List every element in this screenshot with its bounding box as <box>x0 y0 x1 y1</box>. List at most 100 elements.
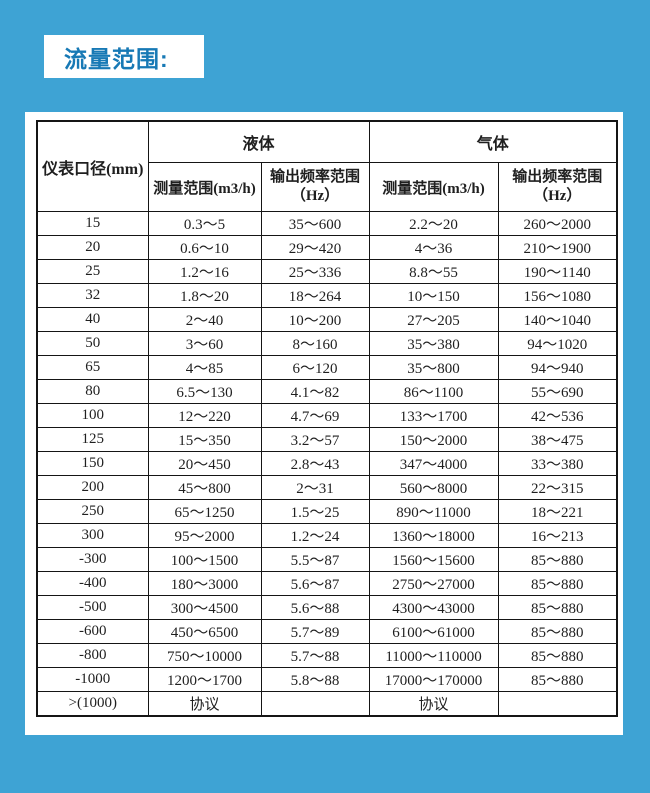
table-cell: 190～1140 <box>497 259 618 284</box>
table-cell: 4～85 <box>147 355 262 380</box>
table-cell: 2750～27000 <box>368 571 499 596</box>
table-cell: 1360～18000 <box>368 523 499 548</box>
table-cell: 5.6～87 <box>260 571 370 596</box>
table-cell: 85～880 <box>497 667 618 692</box>
table-cell: 85～880 <box>497 547 618 572</box>
table-header: 仪表口径(mm) 液体 气体 测量范围(m3/h) 输出频率范围 （Hz） 测量… <box>36 120 618 212</box>
table-cell: 12～220 <box>147 403 262 428</box>
table-cell <box>260 691 370 717</box>
flow-range-table: 仪表口径(mm) 液体 气体 测量范围(m3/h) 输出频率范围 （Hz） 测量… <box>36 120 619 717</box>
table-cell: 85～880 <box>497 643 618 668</box>
table-cell: 65～1250 <box>147 499 262 524</box>
table-cell: 5.7～89 <box>260 619 370 644</box>
table-cell: 4300～43000 <box>368 595 499 620</box>
table-cell <box>497 691 618 717</box>
table-body: 15 0.3～5 35～600 2.2～20 260～2000 20 0.6～10 29～42… <box>36 211 618 717</box>
table-cell: 11000～110000 <box>368 643 499 668</box>
table-cell: 140～1040 <box>497 307 618 332</box>
table-cell: 300～4500 <box>147 595 262 620</box>
table-row: 32 1.8～20 18～264 10～150 156～1080 <box>36 283 618 308</box>
table-cell: 150 <box>36 451 149 476</box>
header-gas-output-frequency-range: 输出频率范围 （Hz） <box>497 162 618 212</box>
table-cell: 2.8～43 <box>260 451 370 476</box>
table-row: -1000 1200～1700 5.8～88 17000～170000 85～880 <box>36 667 618 692</box>
table-cell: 750～10000 <box>147 643 262 668</box>
table-cell: 1560～15600 <box>368 547 499 572</box>
header-liquid-measure-range: 测量范围(m3/h) <box>147 162 262 212</box>
table-cell: 10～150 <box>368 283 499 308</box>
table-cell: 0.6～10 <box>147 235 262 260</box>
table-cell: 125 <box>36 427 149 452</box>
table-cell: 260～2000 <box>497 211 618 236</box>
table-cell: 300 <box>36 523 149 548</box>
table-cell: -600 <box>36 619 149 644</box>
table-cell: 3～60 <box>147 331 262 356</box>
page-title: 流量范围: <box>44 35 204 78</box>
table-cell: -300 <box>36 547 149 572</box>
header-group-liquid: 液体 <box>147 120 370 163</box>
table-cell: 347～4000 <box>368 451 499 476</box>
table-cell: 8～160 <box>260 331 370 356</box>
table-cell: 6100～61000 <box>368 619 499 644</box>
table-header-sub-row: 测量范围(m3/h) 输出频率范围 （Hz） 测量范围(m3/h) 输出频率范围… <box>37 162 618 212</box>
table-cell: 95～2000 <box>147 523 262 548</box>
table-cell: 55～690 <box>497 379 618 404</box>
table-cell: 3.2～57 <box>260 427 370 452</box>
table-cell: 133～1700 <box>368 403 499 428</box>
table-cell: 38～475 <box>497 427 618 452</box>
table-cell: 27～205 <box>368 307 499 332</box>
table-cell: >(1000) <box>36 691 149 717</box>
table-cell: 1.2～16 <box>147 259 262 284</box>
table-cell: 4.7～69 <box>260 403 370 428</box>
table-cell: -400 <box>36 571 149 596</box>
table-cell: 35～600 <box>260 211 370 236</box>
table-cell: 18～221 <box>497 499 618 524</box>
table-cell: 25～336 <box>260 259 370 284</box>
table-cell: 1.5～25 <box>260 499 370 524</box>
table-row: 250 65～1250 1.5～25 890～11000 18～221 <box>36 499 618 524</box>
table-row: -800 750～10000 5.7～88 11000～110000 85～880 <box>36 643 618 668</box>
table-cell: 17000～170000 <box>368 667 499 692</box>
table-row: 65 4～85 6～120 35～800 94～940 <box>36 355 618 380</box>
table-cell: 4.1～82 <box>260 379 370 404</box>
table-row: 100 12～220 4.7～69 133～1700 42～536 <box>36 403 618 428</box>
header-meter-diameter: 仪表口径(mm) <box>36 120 149 212</box>
table-row: 40 2～40 10～200 27～205 140～1040 <box>36 307 618 332</box>
table-cell: 100～1500 <box>147 547 262 572</box>
table-row: 150 20～450 2.8～43 347～4000 33～380 <box>36 451 618 476</box>
table-cell: 40 <box>36 307 149 332</box>
table-cell: 156～1080 <box>497 283 618 308</box>
table-cell: 20 <box>36 235 149 260</box>
table-cell: 协议 <box>368 691 499 717</box>
table-cell: 协议 <box>147 691 262 717</box>
table-row: >(1000) 协议 协议 <box>36 691 618 717</box>
table-cell: 10～200 <box>260 307 370 332</box>
table-cell: 250 <box>36 499 149 524</box>
table-row: 25 1.2～16 25～336 8.8～55 190～1140 <box>36 259 618 284</box>
table-cell: 890～11000 <box>368 499 499 524</box>
table-cell: 4～36 <box>368 235 499 260</box>
table-cell: 8.8～55 <box>368 259 499 284</box>
table-cell: 94～1020 <box>497 331 618 356</box>
header-liquid-output-frequency-range: 输出频率范围 （Hz） <box>260 162 370 212</box>
table-cell: 180～3000 <box>147 571 262 596</box>
table-cell: 5.8～88 <box>260 667 370 692</box>
table-cell: 50 <box>36 331 149 356</box>
table-cell: 94～940 <box>497 355 618 380</box>
table-cell: 42～536 <box>497 403 618 428</box>
header-gas-measure-range: 测量范围(m3/h) <box>368 162 499 212</box>
table-card: 仪表口径(mm) 液体 气体 测量范围(m3/h) 输出频率范围 （Hz） 测量… <box>25 112 623 735</box>
table-cell: 16～213 <box>497 523 618 548</box>
table-cell: 2.2～20 <box>368 211 499 236</box>
table-cell: 1.8～20 <box>147 283 262 308</box>
table-cell: 5.6～88 <box>260 595 370 620</box>
table-cell: 33～380 <box>497 451 618 476</box>
table-row: -400 180～3000 5.6～87 2750～27000 85～880 <box>36 571 618 596</box>
table-cell: 85～880 <box>497 619 618 644</box>
page-title-text: 流量范围: <box>64 45 169 72</box>
table-row: 125 15～350 3.2～57 150～2000 38～475 <box>36 427 618 452</box>
table-cell: 85～880 <box>497 595 618 620</box>
table-cell: 86～1100 <box>368 379 499 404</box>
table-cell: 2～40 <box>147 307 262 332</box>
table-cell: 450～6500 <box>147 619 262 644</box>
